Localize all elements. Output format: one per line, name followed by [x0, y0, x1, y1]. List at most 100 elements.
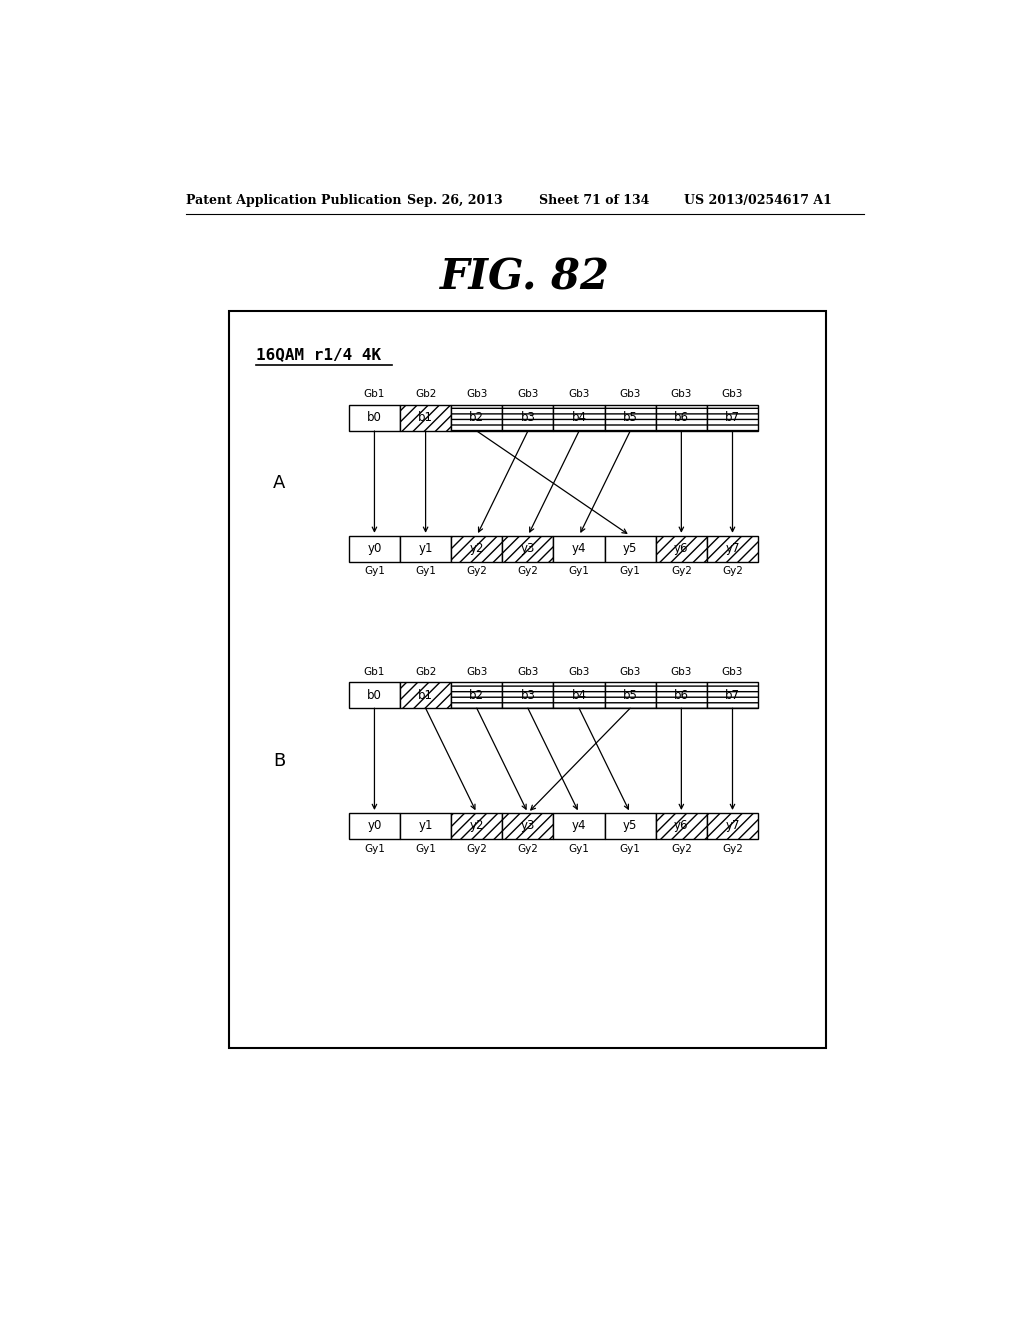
Bar	[554, 536, 604, 562]
Text: y2: y2	[469, 820, 484, 833]
Text: y3: y3	[521, 543, 536, 556]
Bar	[707, 682, 758, 708]
Text: b0: b0	[367, 412, 382, 425]
Bar	[228, 312, 825, 1048]
Bar	[503, 813, 554, 840]
Text: Gy2: Gy2	[466, 843, 487, 854]
Text: Gy2: Gy2	[722, 843, 743, 854]
FancyArrowPatch shape	[426, 708, 475, 809]
Bar	[554, 813, 604, 840]
Text: b6: b6	[674, 412, 689, 425]
Bar	[604, 536, 655, 562]
Text: Gy2: Gy2	[671, 843, 692, 854]
Text: B: B	[273, 751, 286, 770]
Text: Gb3: Gb3	[620, 389, 641, 400]
Text: Gb3: Gb3	[671, 389, 692, 400]
Bar	[503, 682, 554, 708]
Text: US 2013/0254617 A1: US 2013/0254617 A1	[684, 194, 833, 207]
Text: y5: y5	[623, 820, 637, 833]
Text: b0: b0	[367, 689, 382, 702]
Bar	[554, 405, 604, 430]
Text: Patent Application Publication: Patent Application Publication	[186, 194, 401, 207]
Bar	[452, 682, 503, 708]
Text: Gb3: Gb3	[620, 667, 641, 677]
Bar	[503, 536, 554, 562]
Text: b4: b4	[571, 412, 587, 425]
Text: Gb3: Gb3	[517, 389, 539, 400]
Text: Gy2: Gy2	[466, 566, 487, 577]
Text: y3: y3	[521, 820, 536, 833]
Bar	[452, 405, 503, 430]
FancyArrowPatch shape	[730, 430, 735, 532]
Text: y4: y4	[571, 543, 587, 556]
FancyArrowPatch shape	[477, 430, 627, 533]
Bar	[655, 682, 707, 708]
Bar	[707, 813, 758, 840]
Text: b1: b1	[418, 412, 433, 425]
Text: Gb3: Gb3	[517, 667, 539, 677]
Text: Gb2: Gb2	[415, 389, 436, 400]
FancyArrowPatch shape	[529, 430, 579, 532]
Text: y0: y0	[368, 820, 382, 833]
Text: b2: b2	[469, 689, 484, 702]
Text: Gy2: Gy2	[517, 566, 539, 577]
Text: b2: b2	[469, 412, 484, 425]
Bar	[604, 813, 655, 840]
Text: Gy1: Gy1	[415, 843, 436, 854]
Text: Gb3: Gb3	[568, 389, 590, 400]
Text: b3: b3	[520, 689, 536, 702]
Text: y0: y0	[368, 543, 382, 556]
Text: Gy1: Gy1	[568, 843, 590, 854]
Text: y6: y6	[674, 543, 688, 556]
FancyArrowPatch shape	[530, 708, 630, 810]
FancyArrowPatch shape	[581, 430, 630, 532]
FancyArrowPatch shape	[679, 430, 684, 532]
Bar	[400, 682, 452, 708]
Text: Gb3: Gb3	[568, 667, 590, 677]
Bar	[655, 536, 707, 562]
Text: Gy2: Gy2	[517, 843, 539, 854]
Text: Gb1: Gb1	[364, 389, 385, 400]
Bar	[503, 405, 554, 430]
Text: b3: b3	[520, 412, 536, 425]
Text: y7: y7	[725, 820, 739, 833]
FancyArrowPatch shape	[679, 708, 684, 809]
Bar	[349, 682, 400, 708]
Text: y2: y2	[469, 543, 484, 556]
Bar	[554, 682, 604, 708]
Bar	[452, 813, 503, 840]
Text: Gb3: Gb3	[722, 667, 743, 677]
Text: Gb2: Gb2	[415, 667, 436, 677]
Text: Gb3: Gb3	[466, 667, 487, 677]
Text: Sheet 71 of 134: Sheet 71 of 134	[539, 194, 649, 207]
Text: y1: y1	[419, 820, 433, 833]
FancyArrowPatch shape	[528, 708, 578, 809]
Bar	[707, 405, 758, 430]
Bar	[349, 405, 400, 430]
Bar	[452, 536, 503, 562]
Text: b6: b6	[674, 689, 689, 702]
Text: A: A	[273, 474, 286, 492]
FancyArrowPatch shape	[579, 708, 629, 809]
Text: b5: b5	[623, 689, 638, 702]
Text: y7: y7	[725, 543, 739, 556]
Text: Gb3: Gb3	[466, 389, 487, 400]
Text: Gb1: Gb1	[364, 667, 385, 677]
Text: y6: y6	[674, 820, 688, 833]
Text: y1: y1	[419, 543, 433, 556]
Text: b1: b1	[418, 689, 433, 702]
FancyArrowPatch shape	[730, 708, 735, 809]
Bar	[707, 536, 758, 562]
Text: Gy1: Gy1	[568, 566, 590, 577]
Text: Gy1: Gy1	[364, 566, 385, 577]
FancyArrowPatch shape	[478, 430, 528, 532]
Bar	[655, 813, 707, 840]
Text: Gy2: Gy2	[722, 566, 743, 577]
Text: FIG. 82: FIG. 82	[439, 257, 610, 298]
FancyArrowPatch shape	[477, 708, 526, 809]
Text: Gy1: Gy1	[415, 566, 436, 577]
Text: Gb3: Gb3	[671, 667, 692, 677]
Text: b4: b4	[571, 689, 587, 702]
Bar	[349, 813, 400, 840]
Text: b7: b7	[725, 689, 740, 702]
